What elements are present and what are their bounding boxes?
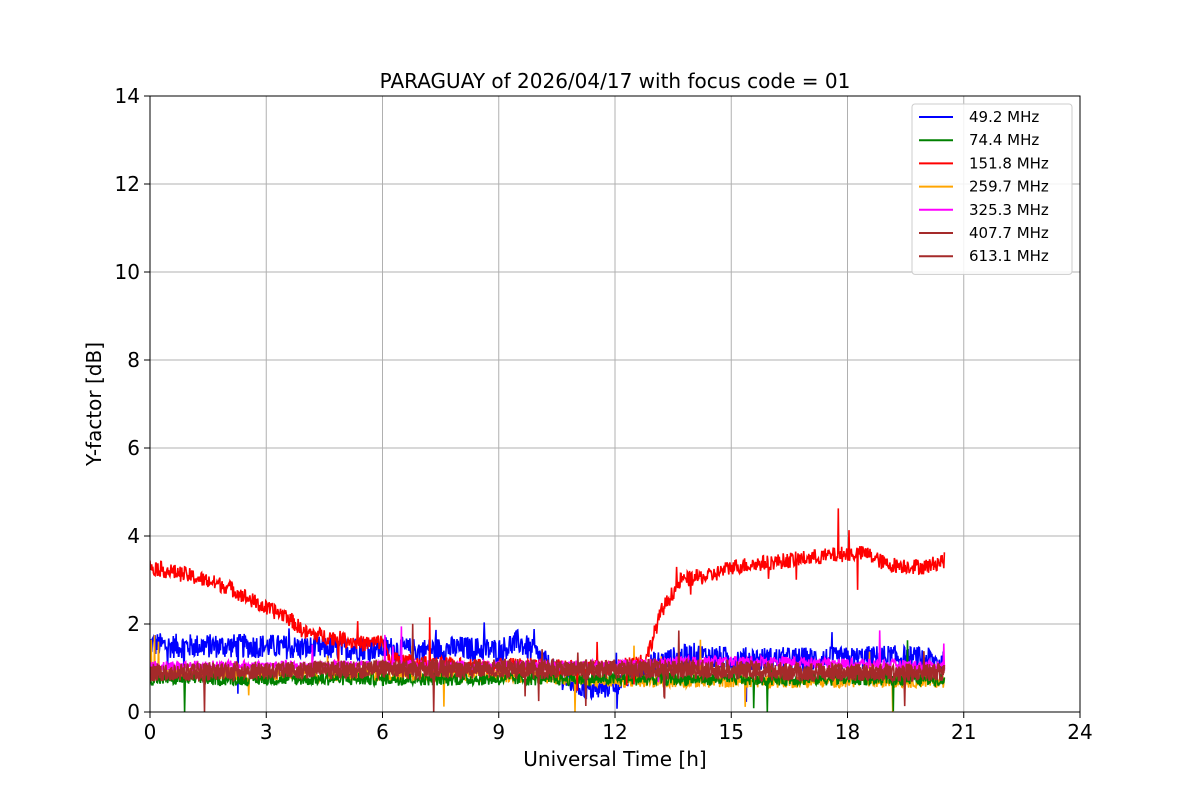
x-axis-title: Universal Time [h] <box>523 747 706 771</box>
legend-label: 613.1 MHz <box>969 247 1049 265</box>
y-tick-label: 0 <box>127 700 140 724</box>
x-tick-label: 12 <box>602 720 627 744</box>
x-tick-label: 0 <box>144 720 157 744</box>
y-tick-label: 6 <box>127 436 140 460</box>
y-tick-label: 8 <box>127 348 140 372</box>
x-tick-label: 18 <box>835 720 860 744</box>
x-tick-label: 6 <box>376 720 389 744</box>
legend-label: 325.3 MHz <box>969 201 1049 219</box>
legend-box <box>911 103 1073 275</box>
y-axis-title: Y-factor [dB] <box>82 342 106 467</box>
legend-label: 259.7 MHz <box>969 178 1049 196</box>
legend: 49.2 MHz 74.4 MHz 151.8 MHz 259.7 MHz 325.3… <box>911 103 1073 275</box>
y-tick-label: 14 <box>115 84 140 108</box>
y-tick-label: 10 <box>115 260 140 284</box>
x-tick-label: 21 <box>951 720 976 744</box>
x-tick-label: 24 <box>1067 720 1092 744</box>
legend-label: 49.2 MHz <box>969 108 1039 126</box>
x-tick-label: 9 <box>492 720 505 744</box>
chart-title: PARAGUAY of 2026/04/17 with focus code =… <box>380 69 851 93</box>
x-tick-label: 15 <box>719 720 744 744</box>
y-tick-label: 4 <box>127 524 140 548</box>
x-tick-label: 3 <box>260 720 273 744</box>
legend-label: 74.4 MHz <box>969 131 1039 149</box>
y-tick-label: 2 <box>127 612 140 636</box>
series-line-6 <box>150 630 946 707</box>
y-tick-label: 12 <box>115 172 140 196</box>
legend-label: 407.7 MHz <box>969 224 1049 242</box>
legend-label: 151.8 MHz <box>969 154 1049 172</box>
series-lines <box>150 508 946 712</box>
